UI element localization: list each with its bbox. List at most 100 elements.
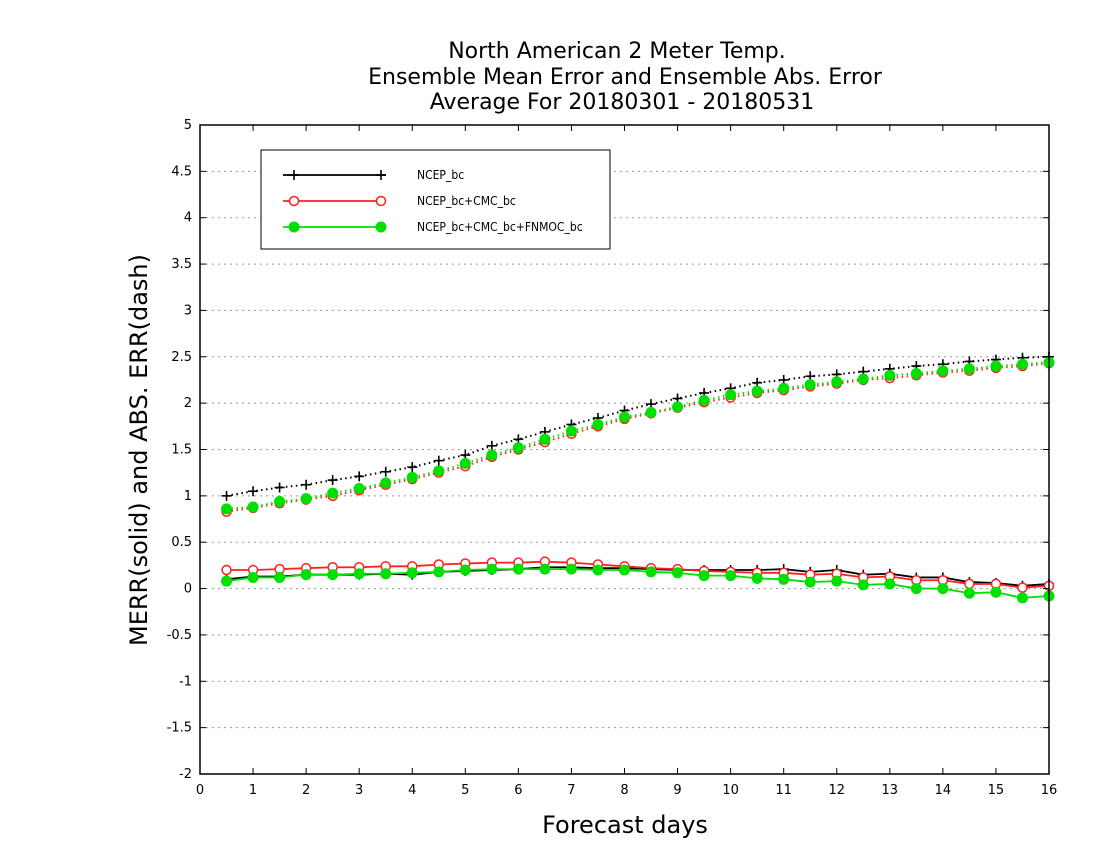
point-merr-ncep-bc-cmc-bc-fnmoc-bc <box>857 579 869 591</box>
legend-label-ncep-bc-cmc-bc: NCEP_bc+CMC_bc <box>417 194 516 208</box>
ticks: -2-1.5-1-0.500.511.522.533.544.550 1 2 3 4 5 6… <box>167 118 1058 798</box>
point-abs-err-ncep-bc-cmc-bc-fnmoc-bc <box>274 495 286 507</box>
y-axis-label: MERR(solid) and ABS. ERR(dash) <box>125 254 153 646</box>
point-merr-ncep-bc-cmc-bc-fnmoc-bc <box>380 568 392 580</box>
y-tick-label: -1 <box>179 674 192 689</box>
chart-title-line-2: Ensemble Mean Error and Ensemble Abs. Er… <box>368 65 883 90</box>
y-tick-label: -0.5 <box>167 628 192 643</box>
point-abs-err-ncep-bc-cmc-bc-fnmoc-bc <box>406 471 418 483</box>
point-merr-ncep-bc-cmc-bc-fnmoc-bc <box>486 563 498 575</box>
point-abs-err-ncep-bc-cmc-bc-fnmoc-bc <box>221 503 233 515</box>
x-tick-label: 1 <box>249 783 257 798</box>
chart-title-line-3: Average For 20180301 - 20180531 <box>430 90 815 115</box>
x-tick-label: 15 <box>988 783 1005 798</box>
point-merr-ncep-bc-cmc-bc <box>964 578 975 590</box>
point-merr-ncep-bc-cmc-bc-fnmoc-bc <box>645 566 657 578</box>
point-merr-ncep-bc-cmc-bc-fnmoc-bc <box>512 563 524 575</box>
point-merr-ncep-bc-cmc-bc-fnmoc-bc <box>221 575 233 587</box>
point-abs-err-ncep-bc <box>327 475 338 486</box>
legend-marker-ncep-bc-cmc-bc <box>288 195 300 207</box>
point-abs-err-ncep-bc-cmc-bc-fnmoc-bc <box>619 411 630 423</box>
point-merr-ncep-bc-cmc-bc-fnmoc-bc <box>672 567 684 579</box>
point-abs-err-ncep-bc-cmc-bc-fnmoc-bc <box>300 493 312 505</box>
x-tick-label: 9 <box>673 783 681 798</box>
point-merr-ncep-bc-cmc-bc-fnmoc-bc <box>353 568 365 580</box>
legend-label-ncep-bc-cmc-bc-fnmoc-bc: NCEP_bc+CMC_bc+FNMOC_bc <box>417 220 583 234</box>
point-merr-ncep-bc-cmc-bc-fnmoc-bc <box>725 570 737 582</box>
y-tick-label: 4.5 <box>171 164 192 179</box>
point-abs-err-ncep-bc <box>486 440 497 451</box>
y-tick-label: 4 <box>184 211 192 226</box>
x-tick-label: 7 <box>567 783 575 798</box>
point-merr-ncep-bc-cmc-bc-fnmoc-bc <box>751 572 763 584</box>
legend-marker-ncep-bc-cmc-bc-fnmoc-bc <box>375 221 387 233</box>
point-merr-ncep-bc-cmc-bc-fnmoc-bc <box>937 583 949 595</box>
point-merr-ncep-bc-cmc-bc-fnmoc-bc <box>274 571 286 583</box>
point-abs-err-ncep-bc-cmc-bc-fnmoc-bc <box>884 369 896 381</box>
point-abs-err-ncep-bc <box>380 466 391 477</box>
x-tick-label: 3 <box>355 783 363 798</box>
point-abs-err-ncep-bc-cmc-bc-fnmoc-bc <box>512 442 524 454</box>
point-abs-err-ncep-bc <box>221 490 232 501</box>
point-merr-ncep-bc-cmc-bc <box>221 564 232 576</box>
y-tick-label: -2 <box>179 767 192 782</box>
point-abs-err-ncep-bc-cmc-bc-fnmoc-bc <box>327 487 339 499</box>
x-tick-label: 11 <box>775 783 792 798</box>
point-abs-err-ncep-bc-cmc-bc-fnmoc-bc <box>778 382 790 394</box>
y-tick-label: 5 <box>184 118 192 133</box>
legend-box <box>260 149 611 250</box>
y-tick-label: 3 <box>184 303 192 318</box>
x-tick-label: 0 <box>196 783 204 798</box>
point-merr-ncep-bc-cmc-bc-fnmoc-bc <box>433 566 445 578</box>
point-merr-ncep-bc-cmc-bc-fnmoc-bc <box>592 564 604 576</box>
point-abs-err-ncep-bc-cmc-bc-fnmoc-bc <box>645 406 657 418</box>
point-abs-err-ncep-bc-cmc-bc-fnmoc-bc <box>565 425 577 437</box>
point-abs-err-ncep-bc <box>433 455 444 466</box>
point-abs-err-ncep-bc-cmc-bc-fnmoc-bc <box>486 449 498 461</box>
point-abs-err-ncep-bc <box>354 471 365 482</box>
point-merr-ncep-bc-cmc-bc-fnmoc-bc <box>910 583 922 595</box>
x-tick-label: 13 <box>882 783 899 798</box>
point-abs-err-ncep-bc-cmc-bc-fnmoc-bc <box>751 385 763 397</box>
point-abs-err-ncep-bc-cmc-bc-fnmoc-bc <box>1016 358 1028 370</box>
point-abs-err-ncep-bc-cmc-bc-fnmoc-bc <box>672 401 684 413</box>
y-tick-label: 2 <box>184 396 192 411</box>
grid <box>200 170 1049 729</box>
x-tick-label: 14 <box>935 783 952 798</box>
point-merr-ncep-bc-cmc-bc-fnmoc-bc <box>247 571 259 583</box>
point-merr-ncep-bc-cmc-bc <box>1017 582 1028 593</box>
point-merr-ncep-bc-cmc-bc-fnmoc-bc <box>804 576 816 588</box>
y-tick-label: 1 <box>184 489 192 504</box>
legend-label-ncep-bc: NCEP_bc <box>417 168 464 182</box>
chart-title-line-1: North American 2 Meter Temp. <box>448 39 786 64</box>
point-merr-ncep-bc-cmc-bc-fnmoc-bc <box>698 570 710 582</box>
point-abs-err-ncep-bc-cmc-bc-fnmoc-bc <box>698 394 710 406</box>
y-tick-label: 0.5 <box>171 535 192 550</box>
point-abs-err-ncep-bc-cmc-bc-fnmoc-bc <box>353 482 365 494</box>
series-layer <box>221 351 1055 604</box>
x-tick-label: 10 <box>722 783 739 798</box>
y-tick-label: 0 <box>184 582 192 597</box>
line-abs-err-ncep-bc-cmc-bc-fnmoc-bc <box>226 361 1050 510</box>
point-abs-err-ncep-bc-cmc-bc-fnmoc-bc <box>592 418 604 430</box>
legend: NCEP_bc NCEP_bc+CMC_bc NCEP_bc+CMC_bc+FNMO… <box>260 149 611 250</box>
x-tick-label: 8 <box>620 783 628 798</box>
line-abs-err-ncep-bc <box>226 355 1050 497</box>
point-abs-err-ncep-bc-cmc-bc-fnmoc-bc <box>539 433 551 445</box>
point-abs-err-ncep-bc-cmc-bc-fnmoc-bc <box>963 363 975 375</box>
point-merr-ncep-bc-cmc-bc-fnmoc-bc <box>327 569 339 581</box>
point-abs-err-ncep-bc <box>274 482 285 493</box>
y-tick-label: 1.5 <box>171 443 192 458</box>
point-abs-err-ncep-bc-cmc-bc-fnmoc-bc <box>910 367 922 379</box>
point-abs-err-ncep-bc <box>248 486 259 497</box>
point-merr-ncep-bc-cmc-bc-fnmoc-bc <box>619 564 630 576</box>
x-tick-label: 2 <box>302 783 310 798</box>
legend-marker-ncep-bc-cmc-bc-fnmoc-bc <box>288 221 300 233</box>
x-tick-label: 16 <box>1041 783 1058 798</box>
point-abs-err-ncep-bc-cmc-bc-fnmoc-bc <box>247 501 259 513</box>
point-merr-ncep-bc-cmc-bc-fnmoc-bc <box>990 586 1002 598</box>
point-abs-err-ncep-bc-cmc-bc-fnmoc-bc <box>990 360 1002 372</box>
x-tick-label: 12 <box>828 783 845 798</box>
point-merr-ncep-bc-cmc-bc-fnmoc-bc <box>831 575 843 587</box>
point-abs-err-ncep-bc <box>407 462 418 473</box>
